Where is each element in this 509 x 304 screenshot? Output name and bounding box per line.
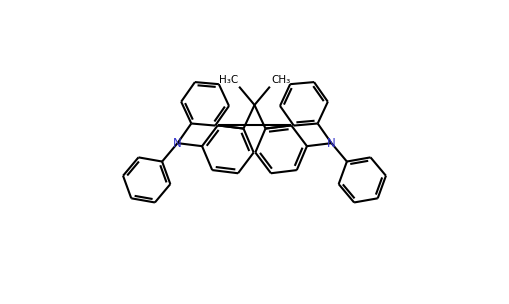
Text: N: N — [173, 137, 182, 150]
Text: H₃C: H₃C — [219, 75, 238, 85]
Text: CH₃: CH₃ — [271, 75, 290, 85]
Text: N: N — [327, 137, 336, 150]
